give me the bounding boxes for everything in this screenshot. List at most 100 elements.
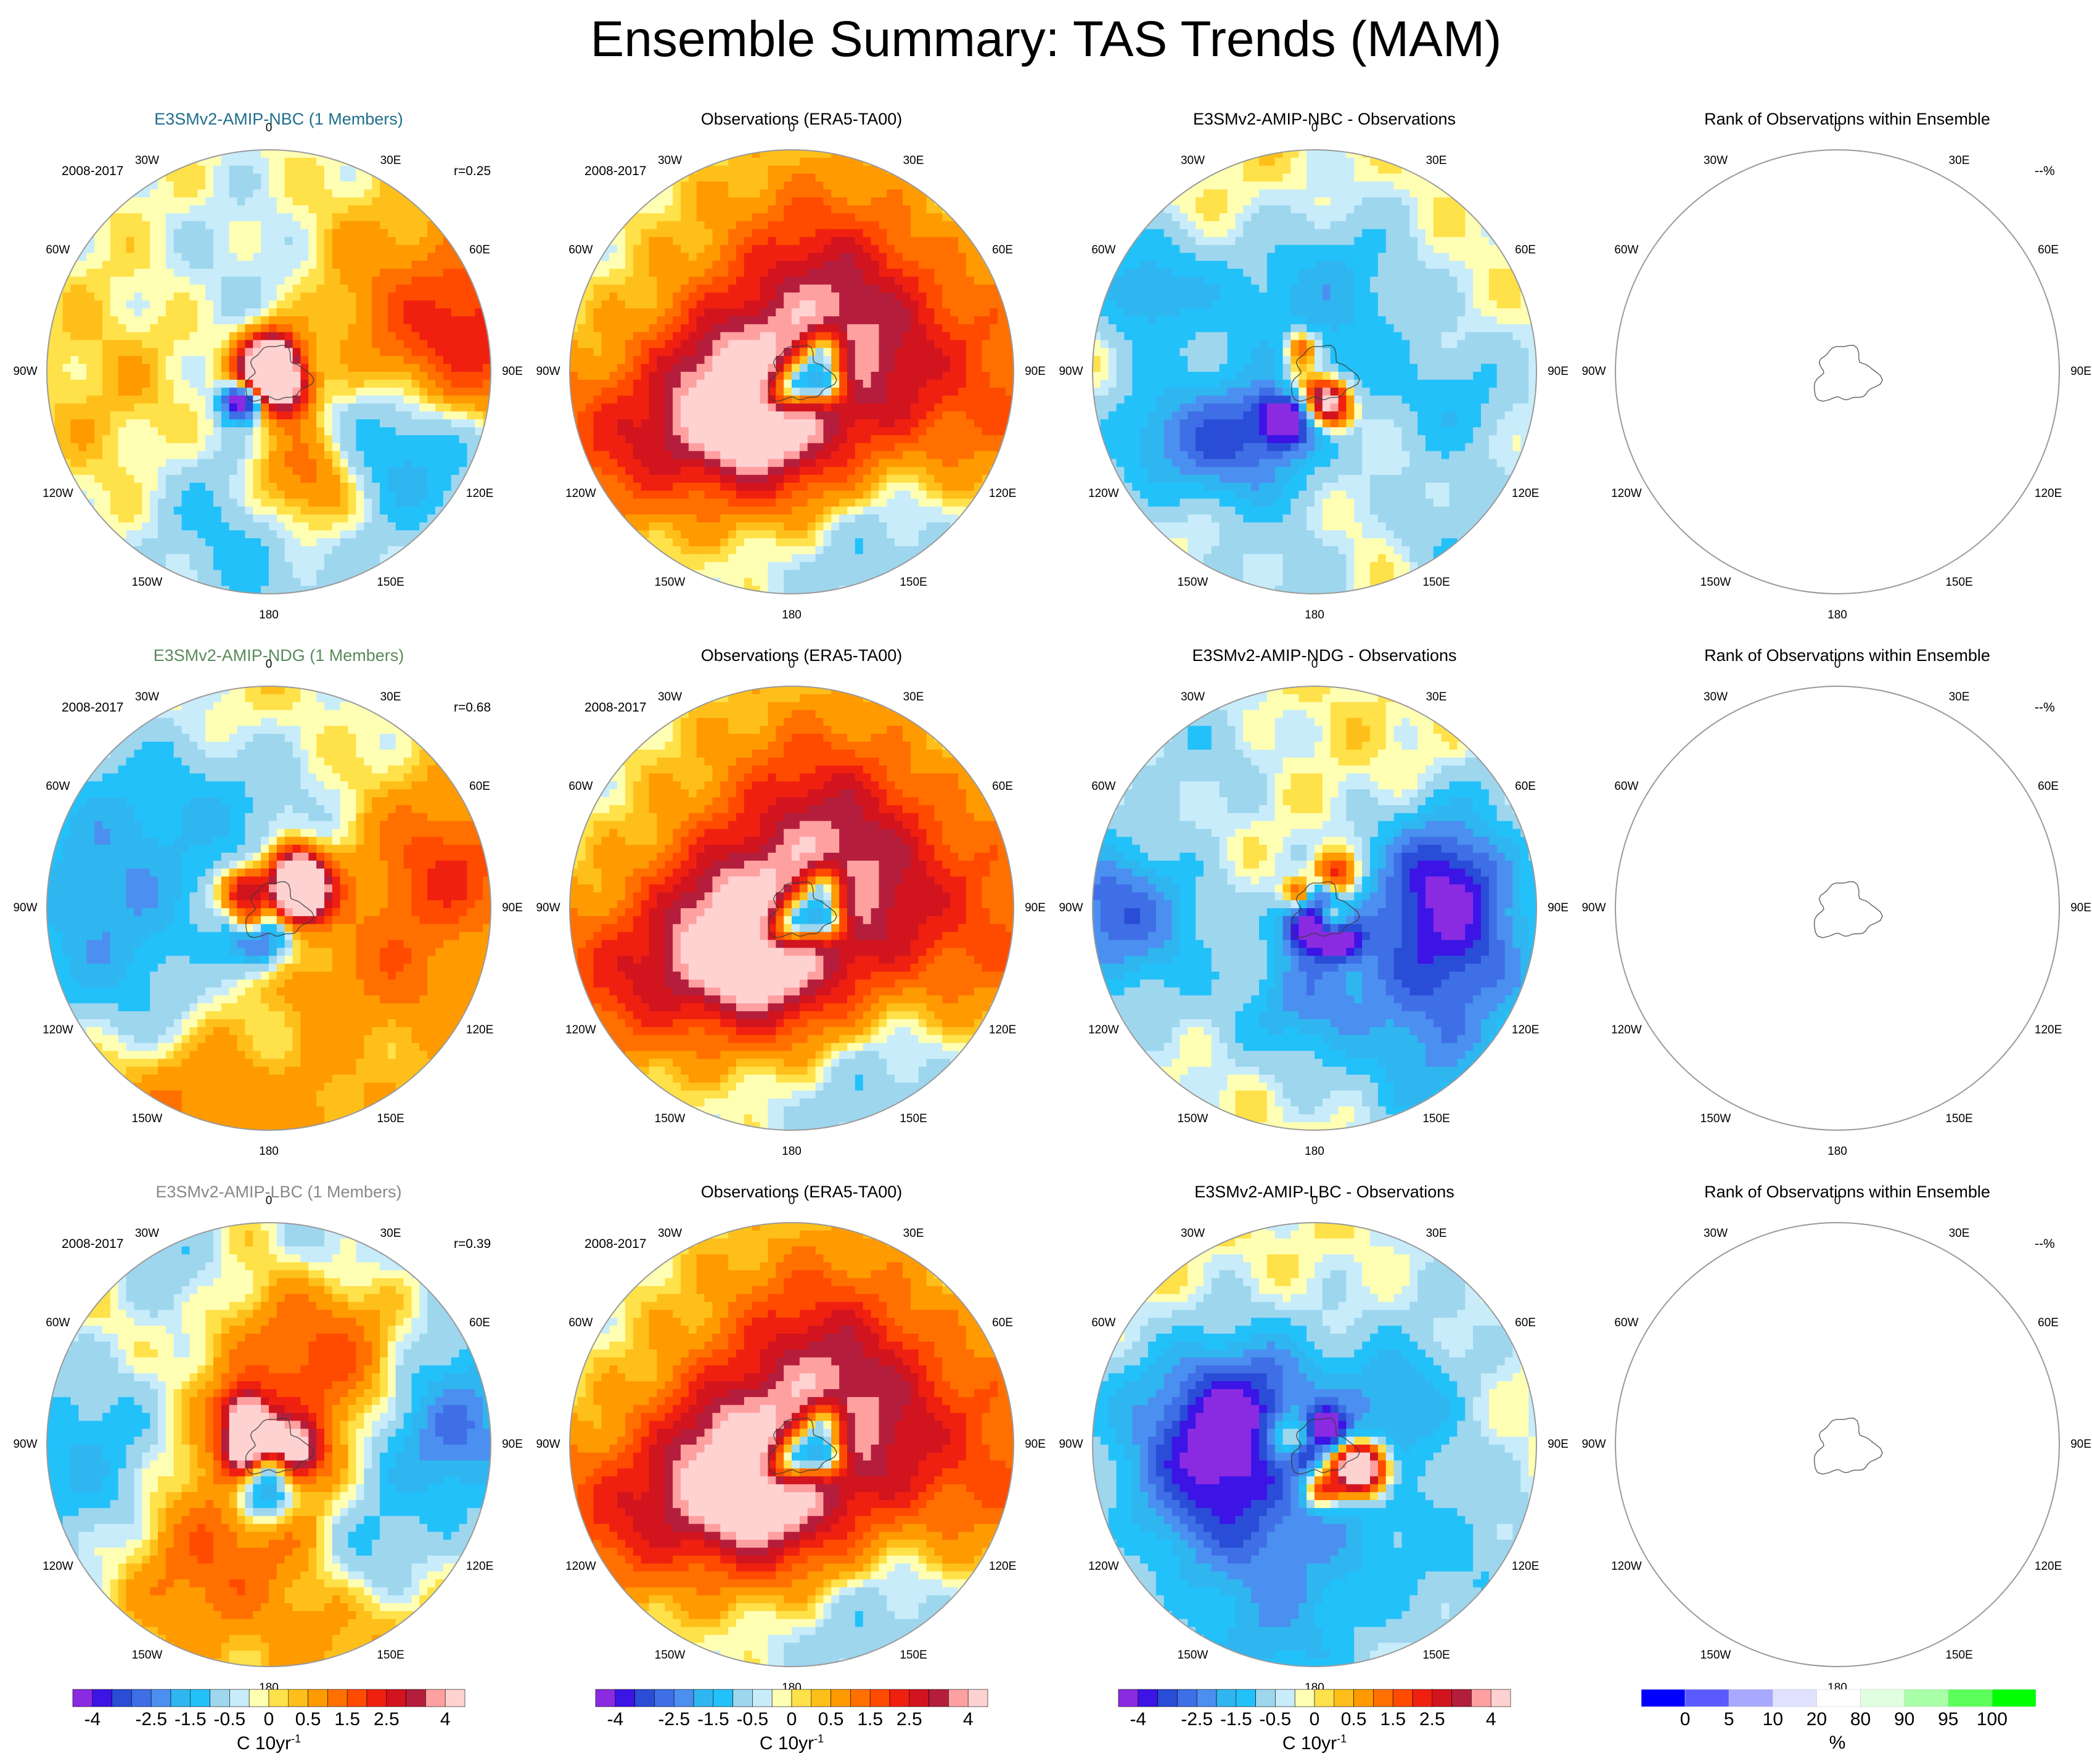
field-cell [570, 356, 578, 364]
field-cell [94, 459, 103, 467]
field-cell [688, 284, 697, 293]
field-cell [736, 245, 745, 253]
field-cell [189, 276, 198, 285]
field-cell [617, 340, 626, 349]
field-cell [419, 245, 428, 253]
field-cell [364, 379, 372, 388]
field-cell [641, 308, 650, 317]
field-cell [601, 261, 610, 269]
field-cell [308, 300, 317, 309]
field-cell [213, 284, 222, 293]
field-cell [863, 189, 872, 198]
field-cell [70, 372, 80, 380]
field-cell [760, 387, 769, 396]
field-cell [284, 292, 293, 301]
field-cell [696, 372, 705, 380]
field-cell [261, 506, 269, 515]
field-cell [736, 324, 745, 333]
field-cell [284, 237, 293, 245]
field-cell [197, 213, 206, 222]
field-cell [269, 467, 277, 475]
field-cell [443, 356, 452, 364]
field-cell [926, 356, 935, 364]
field-cell [942, 427, 951, 436]
field-cell [903, 419, 911, 428]
field-cell [229, 483, 238, 491]
field-cell [451, 356, 460, 364]
field-cell [348, 451, 357, 460]
field-cell [411, 387, 420, 396]
field-cell [435, 411, 444, 420]
field-cell [950, 372, 959, 380]
field-cell [276, 522, 285, 531]
field-cell [887, 268, 895, 277]
field-cell [189, 475, 198, 483]
field-cell [102, 245, 111, 253]
field-cell [712, 253, 721, 261]
field-cell [102, 419, 111, 428]
field-cell [308, 522, 317, 531]
field-cell [673, 308, 681, 317]
longitude-label: 180 [259, 609, 279, 622]
field-cell [181, 506, 191, 515]
field-cell [245, 356, 253, 364]
field-cell [688, 237, 697, 245]
field-cell [364, 268, 372, 277]
field-cell [879, 181, 887, 190]
field-cell [356, 443, 364, 452]
field-cell [617, 348, 626, 356]
field-cell [910, 197, 919, 206]
field-cell [189, 364, 198, 372]
field-cell [364, 514, 372, 523]
field-cell [736, 546, 745, 555]
field-cell [395, 372, 404, 380]
field-cell [641, 332, 650, 341]
field-cell [681, 387, 689, 396]
field-cell [221, 570, 230, 578]
field-cell [205, 197, 214, 206]
field-cell [895, 498, 903, 507]
field-cell [744, 308, 753, 317]
field-cell [903, 348, 911, 356]
field-cell [308, 253, 317, 261]
field-cell [918, 229, 927, 238]
field-cell [926, 403, 935, 412]
field-cell [887, 221, 895, 230]
field-cell [118, 316, 127, 325]
field-cell [633, 276, 642, 285]
field-cell [380, 261, 388, 269]
field-cell [348, 459, 357, 467]
field-cell [372, 364, 380, 372]
field-cell [269, 475, 277, 483]
field-cell [752, 245, 761, 253]
field-cell [70, 276, 80, 285]
field-cell [189, 554, 198, 563]
field-cell [269, 514, 277, 523]
field-cell [189, 253, 198, 261]
field-cell [926, 387, 935, 396]
field-cell [792, 221, 800, 230]
field-cell [94, 364, 103, 372]
field-cell [395, 443, 404, 452]
field-cell [276, 451, 285, 460]
field-cell [855, 522, 864, 531]
field-cell [269, 538, 277, 547]
longitude-label: 30E [380, 154, 401, 168]
field-cell [245, 562, 253, 571]
field-cell [372, 435, 380, 444]
field-cell [823, 253, 832, 261]
field-cell [261, 253, 269, 261]
field-cell [966, 276, 975, 285]
field-cell [118, 308, 127, 317]
field-cell [696, 348, 705, 356]
field-cell [427, 467, 436, 475]
field-cell [70, 395, 80, 404]
field-cell [364, 419, 372, 428]
field-cell [720, 364, 729, 372]
field-cell [934, 467, 943, 475]
field-cell [300, 506, 309, 515]
field-cell [831, 157, 840, 166]
field-cell [736, 221, 745, 230]
field-cell [292, 364, 301, 372]
field-cell [86, 292, 95, 301]
